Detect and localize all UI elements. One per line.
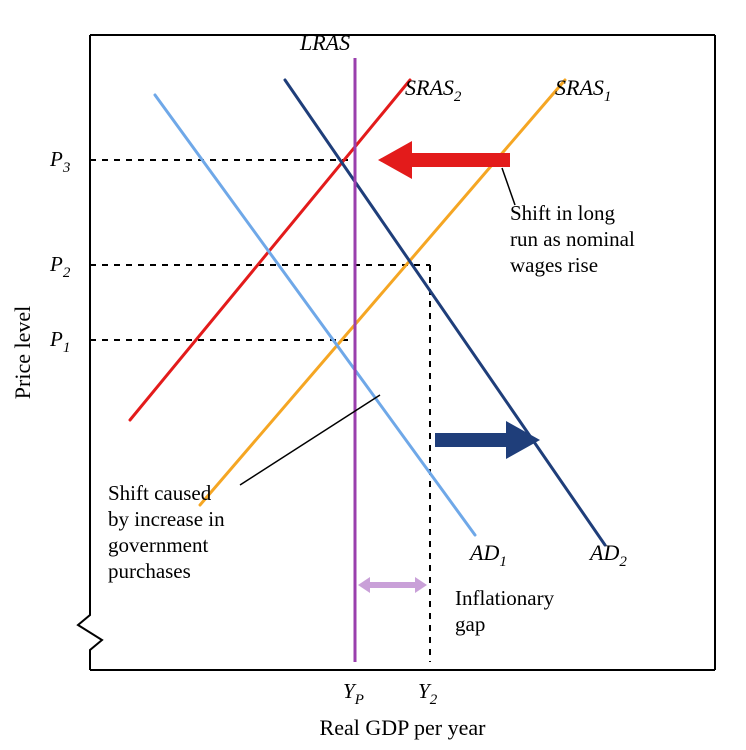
svg-text:Shift in long: Shift in long [510, 201, 616, 225]
svg-text:run as nominal: run as nominal [510, 227, 635, 251]
svg-text:gap: gap [455, 612, 485, 636]
svg-text:government: government [108, 533, 208, 557]
svg-text:LRAS: LRAS [299, 30, 350, 55]
svg-text:Price level: Price level [10, 306, 35, 399]
svg-text:P3: P3 [49, 147, 70, 176]
svg-text:Y2: Y2 [418, 679, 438, 708]
svg-text:Inflationary: Inflationary [455, 586, 555, 610]
svg-text:P1: P1 [49, 327, 70, 356]
svg-text:purchases: purchases [108, 559, 191, 583]
svg-text:AD2: AD2 [588, 540, 627, 570]
asad-diagram: LRAS SRAS1 SRAS2 AD1 AD2 Shift in longrun as … [0, 0, 746, 750]
svg-text:YP: YP [343, 679, 364, 708]
svg-text:by increase in: by increase in [108, 507, 225, 531]
svg-text:AD1: AD1 [468, 540, 507, 570]
svg-text:SRAS2: SRAS2 [405, 75, 462, 105]
svg-text:Shift caused: Shift caused [108, 481, 212, 505]
svg-text:Real GDP per year: Real GDP per year [320, 715, 487, 740]
svg-text:wages rise: wages rise [510, 253, 598, 277]
chart-root: LRAS SRAS1 SRAS2 AD1 AD2 Shift in longrun as … [0, 0, 746, 750]
svg-text:SRAS1: SRAS1 [555, 75, 611, 105]
svg-text:P2: P2 [49, 252, 71, 281]
